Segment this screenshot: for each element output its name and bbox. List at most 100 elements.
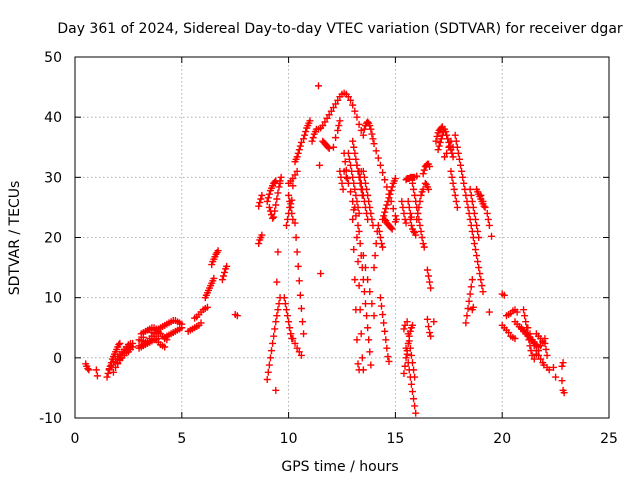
data-point [392,215,400,223]
data-point [353,234,361,241]
data-point [264,368,272,376]
data-point [470,209,478,217]
data-point [485,221,493,229]
data-point [359,366,367,374]
data-point [381,327,389,335]
data-point [369,135,377,143]
data-point [351,185,359,193]
data-point [475,234,483,241]
data-point [360,173,368,181]
data-point [300,135,308,143]
data-point [349,173,357,181]
data-point [560,389,568,397]
data-point [291,339,299,347]
data-point [350,246,358,254]
data-point [549,363,557,371]
data-point [274,248,282,256]
data-point [479,288,487,296]
data-point [464,304,472,312]
data-point [427,284,435,292]
data-point [357,126,365,134]
data-point [425,272,433,280]
data-point [473,221,481,229]
data-point [530,355,538,363]
data-point [407,380,415,388]
data-point [353,161,361,169]
data-point [382,336,390,344]
data-point [351,203,359,211]
data-point [467,283,475,291]
data-point [93,372,101,380]
data-point [520,306,528,314]
data-point [381,215,389,223]
data-point [447,167,455,175]
data-point [472,215,479,223]
data-point [381,208,389,216]
data-point [475,264,483,272]
data-point [352,155,360,163]
data-point [296,291,304,299]
data-point [339,185,347,193]
data-point [329,143,337,151]
data-point [349,137,357,145]
data-point [413,172,421,180]
data-point [258,191,266,199]
data-point [380,212,388,220]
data-point [543,351,551,359]
data-point [437,135,445,143]
data-point [405,337,413,345]
data-point [412,409,420,417]
data-point [272,386,280,394]
data-point [293,167,301,175]
data-point [352,212,360,220]
data-point [416,197,424,205]
data-point [109,368,117,376]
data-point [404,330,412,338]
data-point [383,201,391,209]
data-point [442,128,450,136]
data-point [398,197,406,205]
data-point [526,330,534,338]
y-tick-label: 10 [44,291,62,307]
data-point [359,131,367,139]
data-point [423,266,431,274]
data-point [379,311,387,319]
data-point [116,355,124,363]
data-point [361,300,369,308]
data-point [446,142,454,150]
data-point [477,191,485,199]
data-point [421,179,429,187]
data-point [351,149,359,157]
data-point [150,332,158,340]
data-point [115,341,123,349]
data-point [453,203,461,211]
data-point [219,272,227,280]
data-point [233,312,241,320]
data-point [146,325,154,333]
data-point [528,351,536,359]
data-point [223,262,231,270]
data-point [360,125,368,133]
data-point [291,219,299,227]
data-point [402,354,410,362]
data-point [417,227,425,235]
data-point [265,203,273,211]
data-point [473,252,481,260]
grid-lines [75,57,609,418]
data-point [297,138,305,146]
data-point [265,190,273,198]
data-point [372,147,380,155]
y-tick-label: -10 [39,411,62,427]
data-point [296,142,304,150]
data-point [343,175,351,183]
data-point [426,329,434,337]
data-point [383,344,391,352]
data-point [385,357,393,365]
data-point [300,330,308,338]
data-point [458,167,466,175]
axis-ticks: 0 5 10 15 20 25 -10 0 10 20 30 40 50 [39,50,618,447]
data-point [282,306,290,314]
data-point [411,373,419,381]
data-point [255,202,263,210]
